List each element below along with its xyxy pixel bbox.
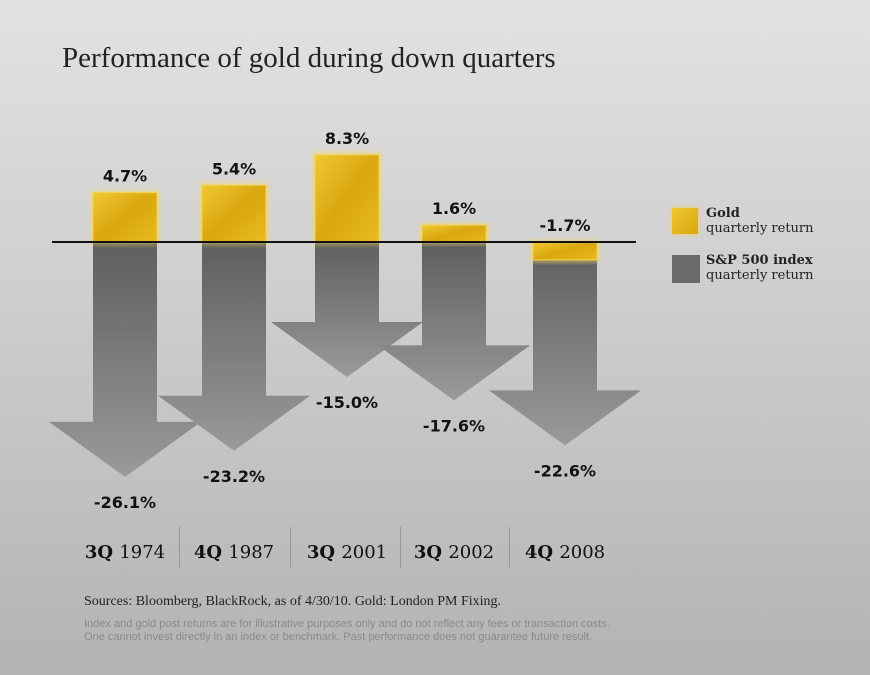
gold-bar	[532, 241, 598, 261]
year-label: 2008	[559, 542, 605, 563]
disclaimer-line-2: One cannot invest directly in an index o…	[84, 631, 593, 643]
sp500-value-label: -15.0%	[316, 393, 378, 412]
sp500-arrow	[378, 242, 530, 401]
disclaimer: Index and gold post returns are for illu…	[84, 618, 610, 644]
year-label: 2001	[341, 542, 387, 563]
gold-bar	[201, 184, 267, 243]
category-label: 4Q 1987	[194, 542, 274, 563]
year-label: 1987	[228, 542, 274, 563]
year-label: 1974	[119, 542, 165, 563]
sp500-arrow	[489, 242, 641, 446]
legend-sp500-label: S&P 500 index	[706, 253, 813, 268]
gold-value-label: 8.3%	[325, 129, 369, 148]
quarter-label: 3Q	[85, 542, 119, 563]
sp500-value-label: -26.1%	[94, 493, 156, 512]
gold-value-label: 5.4%	[212, 159, 256, 178]
sp500-value-label: -22.6%	[534, 461, 596, 480]
quarter-label: 3Q	[414, 542, 448, 563]
gold-bar	[421, 224, 487, 243]
sp500-arrow	[158, 242, 310, 451]
gold-value-label: 1.6%	[432, 199, 476, 218]
sp500-arrow	[49, 242, 201, 477]
sources-note: Sources: Bloomberg, BlackRock, as of 4/3…	[84, 594, 502, 609]
gold-bar	[314, 154, 380, 243]
category-label: 3Q 2001	[307, 542, 387, 563]
category-label: 3Q 2002	[414, 542, 494, 563]
gold-bar	[92, 192, 158, 243]
sp500-arrow	[271, 242, 423, 377]
gold-value-label: 4.7%	[103, 167, 147, 186]
gold-value-label: -1.7%	[539, 216, 590, 235]
chart-title: Performance of gold during down quarters	[62, 42, 556, 74]
legend-gold-label: Gold	[706, 206, 740, 221]
category-label: 3Q 1974	[85, 542, 165, 563]
category-label: 4Q 2008	[525, 542, 605, 563]
year-label: 2002	[448, 542, 494, 563]
legend-gold-sub: quarterly return	[706, 221, 814, 236]
quarter-label: 4Q	[525, 542, 559, 563]
legend-sp500-sub: quarterly return	[706, 268, 814, 283]
disclaimer-line-1: Index and gold post returns are for illu…	[84, 618, 610, 630]
legend-gold-swatch	[672, 208, 698, 234]
sp500-value-label: -23.2%	[203, 467, 265, 486]
sp500-value-label: -17.6%	[423, 416, 485, 435]
quarter-label: 3Q	[307, 542, 341, 563]
legend-sp500-swatch	[672, 255, 700, 283]
quarter-label: 4Q	[194, 542, 228, 563]
